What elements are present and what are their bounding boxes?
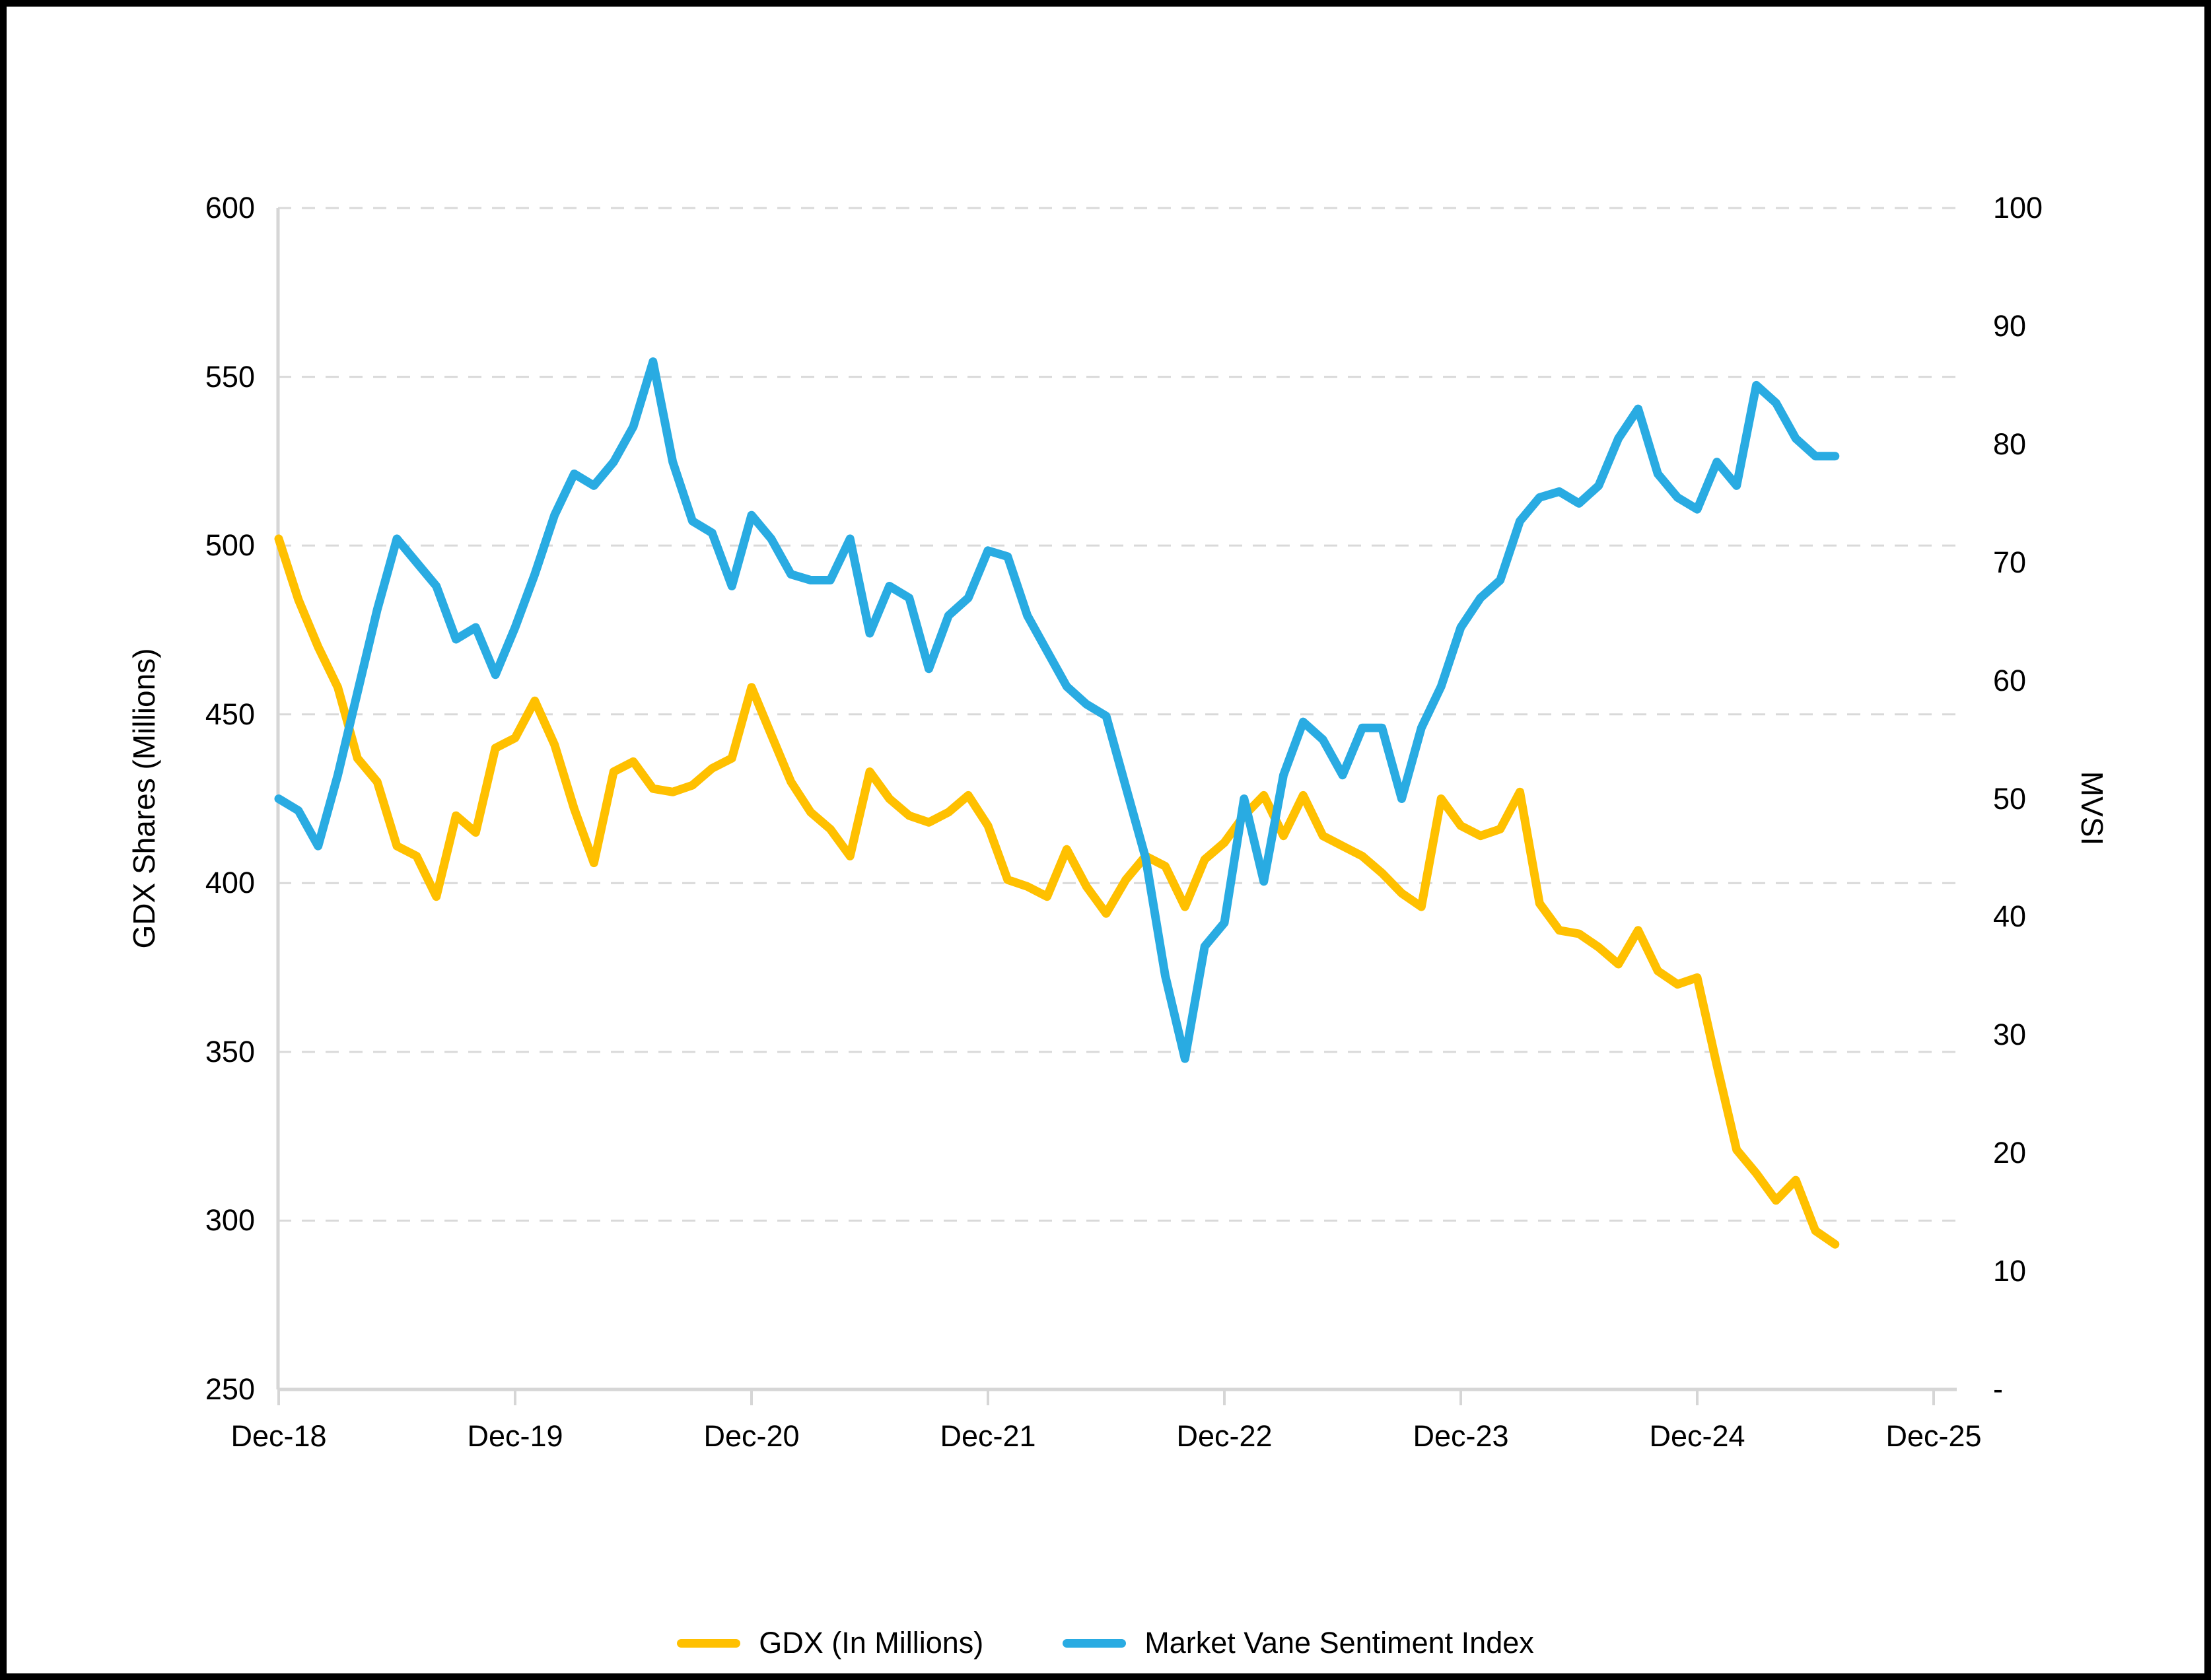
- x-axis-tick-label: Dec-22: [1176, 1419, 1273, 1453]
- mvsi-line-series: [274, 357, 1840, 1063]
- left-axis-tick-label: 400: [205, 866, 255, 900]
- right-axis-tick-label: 60: [1993, 663, 2027, 697]
- x-axis-tick-label: Dec-19: [467, 1419, 563, 1453]
- left-axis-tick-label: 450: [205, 697, 255, 731]
- left-axis-tick-label: 500: [205, 528, 255, 563]
- right-axis-tick-label: 20: [1993, 1136, 2027, 1170]
- left-axis-tick-label: 300: [205, 1203, 255, 1238]
- legend-item-gdx: GDX (In Millions): [677, 1626, 983, 1660]
- right-axis-tick-label: 70: [1993, 545, 2027, 579]
- left-axis-tick-label: 350: [205, 1034, 255, 1068]
- x-axis-tick-label: Dec-20: [703, 1419, 800, 1453]
- mvsi-line-swatch-icon: [1063, 1638, 1127, 1648]
- left-axis-tick-label: 250: [205, 1372, 255, 1406]
- right-axis-tick-label: 100: [1993, 191, 2043, 225]
- x-axis-tick-label: Dec-25: [1885, 1419, 1982, 1453]
- right-axis-tick-label: 30: [1993, 1018, 2027, 1052]
- x-axis-tick-label: Dec-23: [1413, 1419, 1509, 1453]
- right-axis-tick-label: 90: [1993, 308, 2027, 343]
- left-axis-title: GDX Shares (Millions): [127, 648, 161, 949]
- right-axis-tick-label: 10: [1993, 1254, 2027, 1288]
- right-axis-tick-label: 40: [1993, 899, 2027, 934]
- gdx-line-swatch-icon: [677, 1638, 741, 1648]
- right-axis-tick-label: -: [1993, 1372, 2003, 1406]
- left-axis-tick-label: 600: [205, 191, 255, 225]
- legend-item-mvsi: Market Vane Sentiment Index: [1063, 1626, 1534, 1660]
- dual-axis-line-chart: [274, 207, 1957, 1405]
- left-axis-tick-label: 550: [205, 359, 255, 394]
- chart-legend: GDX (In Millions) Market Vane Sentiment …: [7, 1626, 2204, 1660]
- right-axis-tick-label: 50: [1993, 781, 2027, 816]
- gdx-line-series: [274, 534, 1840, 1249]
- x-axis-tick-label: Dec-18: [230, 1419, 327, 1453]
- legend-label-gdx: GDX (In Millions): [759, 1626, 984, 1660]
- x-axis-tick-label: Dec-24: [1649, 1419, 1745, 1453]
- right-axis-title: MVSI: [2075, 771, 2109, 846]
- legend-label-mvsi: Market Vane Sentiment Index: [1144, 1626, 1534, 1660]
- x-axis-tick-label: Dec-21: [940, 1419, 1036, 1453]
- right-axis-tick-label: 80: [1993, 427, 2027, 461]
